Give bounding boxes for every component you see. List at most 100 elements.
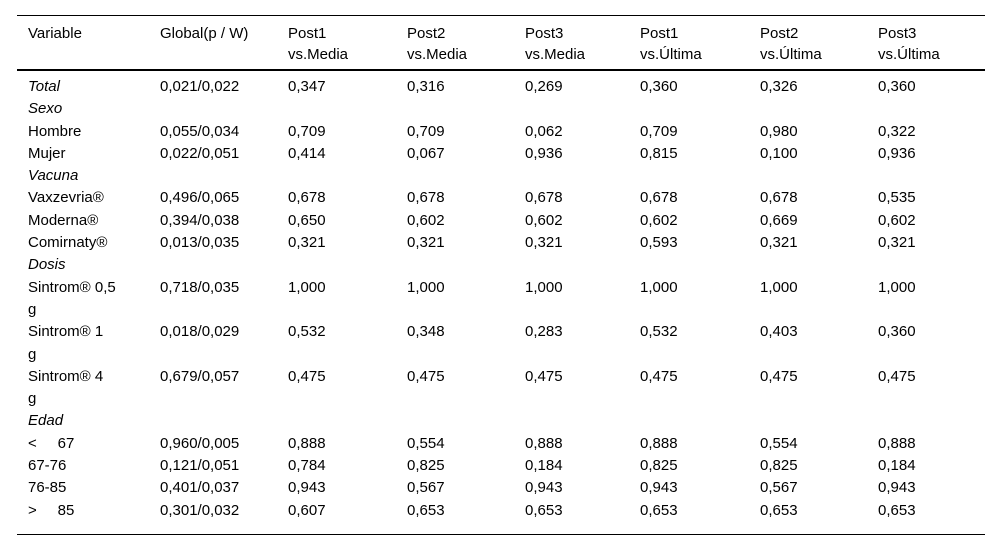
table-row: Sintrom® 1 g 0,018/0,029 0,532 0,348 0,283 0,… (17, 321, 985, 366)
cell-value (760, 165, 878, 187)
cell-value: 0,496/0,065 (160, 189, 240, 207)
cell-value: 0,936 (878, 144, 916, 162)
table-row: Hombre 0,055/0,034 0,709 0,709 0,062 0,709 0,9… (17, 121, 985, 143)
cell-value: 0,669 (760, 211, 798, 229)
cell-value: 0,067 (407, 144, 445, 162)
table-row: 67-76 0,121/0,051 0,784 0,825 0,184 0,825 0,82… (17, 455, 985, 477)
table-row: < 67 0,960/0,005 0,888 0,554 0,888 0,888 0,554… (17, 433, 985, 455)
cell-value: 0,943 (878, 479, 916, 497)
cell-value: 0,018/0,029 (160, 323, 240, 341)
cell-value: 0,653 (760, 501, 798, 519)
row-label: Comirnaty® (28, 234, 108, 252)
table-row: Comirnaty® 0,013/0,035 0,321 0,321 0,321 0,59… (17, 232, 985, 254)
cell-value (525, 254, 640, 276)
row-section-label: Edad (28, 412, 64, 430)
cell-value: 0,322 (878, 122, 916, 140)
cell-value: 0,888 (878, 434, 916, 452)
row-label: < 67 (28, 434, 75, 452)
row-label: Moderna® (28, 211, 99, 229)
cell-value: 0,943 (640, 479, 678, 497)
table-header-row: Variable Global(p / W) Post1 vs.Media Post2… (17, 16, 985, 71)
cell-value: 0,653 (640, 501, 678, 519)
cell-value: 0,475 (288, 367, 326, 385)
cell-value: 0,055/0,034 (160, 122, 240, 140)
row-label: Hombre (28, 122, 82, 140)
cell-value: 0,825 (640, 457, 678, 475)
cell-value: 0,943 (525, 479, 563, 497)
cell-value: 1,000 (878, 278, 916, 296)
cell-value: 0,532 (288, 323, 326, 341)
cell-value: 0,321 (760, 234, 798, 252)
column-header: Global(p / W) (160, 25, 249, 42)
cell-value: 0,121/0,051 (160, 457, 240, 475)
cell-value: 0,650 (288, 211, 326, 229)
cell-value (760, 410, 878, 432)
row-label: 67-76 (28, 457, 67, 475)
cell-value (288, 165, 407, 187)
cell-value: 0,475 (407, 367, 445, 385)
cell-value: 0,607 (288, 501, 326, 519)
cell-value: 0,062 (525, 122, 563, 140)
cell-value (878, 98, 985, 120)
row-section-label: Sexo (28, 100, 63, 118)
cell-value: 0,401/0,037 (160, 479, 240, 497)
cell-value: 0,475 (525, 367, 563, 385)
cell-value: 0,888 (525, 434, 563, 452)
cell-value: 0,321 (878, 234, 916, 252)
cell-value: 0,360 (878, 78, 916, 95)
table-row: > 85 0,301/0,032 0,607 0,653 0,653 0,653 0,653… (17, 500, 985, 535)
cell-value: 0,348 (407, 323, 445, 341)
table-row: Sexo (17, 98, 985, 120)
cell-value: 0,679/0,057 (160, 367, 240, 385)
cell-value: 0,718/0,035 (160, 278, 240, 296)
table-row: Vacuna (17, 165, 985, 187)
row-label: Mujer (28, 144, 66, 162)
cell-value: 0,815 (640, 144, 678, 162)
cell-value: 0,567 (407, 479, 445, 497)
cell-value: 0,653 (525, 501, 563, 519)
cell-value (407, 98, 525, 120)
cell-value: 0,360 (878, 323, 916, 341)
table-row: Sintrom® 4 g 0,679/0,057 0,475 0,475 0,475 0,… (17, 366, 985, 411)
cell-value: 0,022/0,051 (160, 144, 240, 162)
cell-value: 0,184 (878, 457, 916, 475)
cell-value: 0,709 (288, 122, 326, 140)
cell-value: 0,936 (525, 144, 563, 162)
cell-value (407, 165, 525, 187)
cell-value (878, 254, 985, 276)
cell-value (160, 254, 288, 276)
column-header-variable: Variable (28, 25, 82, 42)
row-label: Vaxzevria® (28, 189, 104, 207)
row-label: 76-85 (28, 479, 67, 497)
cell-value: 1,000 (407, 278, 445, 296)
cell-value: 0,532 (640, 323, 678, 341)
cell-value: 0,602 (407, 211, 445, 229)
cell-value: 0,980 (760, 122, 798, 140)
cell-value: 0,475 (878, 367, 916, 385)
cell-value (525, 165, 640, 187)
document-page: Variable Global(p / W) Post1 vs.Media Post2… (17, 15, 985, 535)
row-label: Sintrom® 4 g (28, 367, 104, 408)
cell-value: 0,943 (288, 479, 326, 497)
cell-value (878, 410, 985, 432)
cell-value: 0,316 (407, 78, 445, 95)
cell-value (525, 410, 640, 432)
cell-value: 0,269 (525, 78, 563, 95)
row-section-label: Total (28, 78, 60, 95)
cell-value: 0,709 (640, 122, 678, 140)
cell-value: 0,593 (640, 234, 678, 252)
cell-value: 1,000 (640, 278, 678, 296)
column-header: Post3 vs.Media (525, 25, 586, 63)
cell-value (640, 410, 760, 432)
cell-value: 0,678 (525, 189, 563, 207)
cell-value: 0,475 (640, 367, 678, 385)
cell-value: 0,653 (407, 501, 445, 519)
cell-value: 0,013/0,035 (160, 234, 240, 252)
cell-value: 0,394/0,038 (160, 211, 240, 229)
cell-value: 0,602 (525, 211, 563, 229)
cell-value (640, 98, 760, 120)
cell-value: 0,184 (525, 457, 563, 475)
row-label: Sintrom® 1 g (28, 323, 104, 363)
cell-value: 0,283 (525, 323, 563, 341)
table-row: Moderna® 0,394/0,038 0,650 0,602 0,602 0,602 0… (17, 210, 985, 232)
